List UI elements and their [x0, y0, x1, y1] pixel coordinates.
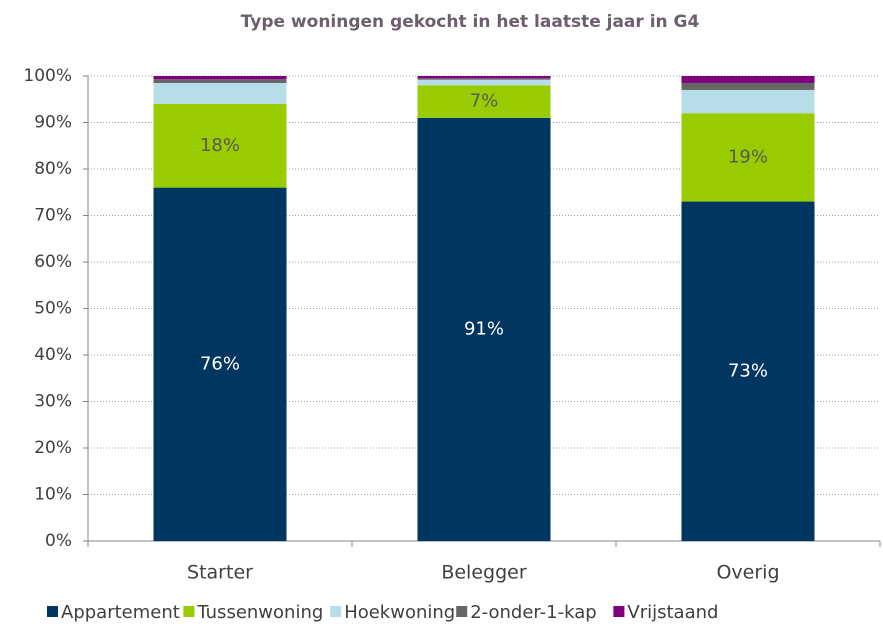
- y-tick-label: 40%: [34, 345, 72, 365]
- y-tick-label: 80%: [34, 159, 72, 179]
- y-tick-label: 20%: [34, 438, 72, 458]
- y-tick-label: 30%: [34, 392, 72, 412]
- bar-segment: [417, 78, 551, 80]
- legend-label: Hoekwoning: [344, 602, 455, 623]
- legend-swatch: [330, 606, 342, 617]
- bar-segment: [417, 117, 551, 541]
- data-label: 18%: [200, 135, 240, 156]
- data-label: 91%: [464, 318, 504, 339]
- legend-label: Vrijstaand: [627, 602, 718, 623]
- y-tick-label: 60%: [34, 252, 72, 272]
- y-tick-label: 100%: [23, 66, 72, 86]
- bar-segment: [153, 79, 287, 83]
- legend-swatch: [183, 606, 195, 617]
- legend-label: Appartement: [61, 602, 180, 623]
- y-tick-label: 70%: [34, 206, 72, 226]
- legend-swatch: [613, 606, 625, 617]
- data-label: 76%: [200, 353, 240, 374]
- bar-segment: [153, 103, 287, 188]
- data-label: 73%: [728, 360, 768, 381]
- bar-segment: [681, 89, 815, 114]
- bar-segment: [417, 85, 551, 118]
- data-label: 19%: [728, 146, 768, 167]
- y-tick-label: 0%: [45, 531, 72, 551]
- y-tick-label: 90%: [34, 113, 72, 133]
- chart-title: Type woningen gekocht in het laatste jaa…: [241, 12, 700, 32]
- x-tick-label: Overig: [716, 562, 779, 584]
- y-tick-label: 50%: [34, 299, 72, 319]
- bar-segment: [417, 79, 551, 86]
- x-tick-label: Belegger: [441, 562, 527, 584]
- bar-segment: [681, 113, 815, 202]
- bar-segment: [417, 76, 551, 79]
- y-tick-label: 10%: [34, 485, 72, 505]
- legend-swatch: [456, 606, 468, 617]
- bar-segment: [153, 76, 287, 80]
- data-label: 7%: [470, 91, 499, 112]
- bar-segment: [681, 82, 815, 90]
- legend-swatch: [47, 606, 58, 617]
- bar-segment: [153, 82, 287, 104]
- bar-segment: [681, 76, 815, 83]
- legend-label: 2-onder-1-kap: [470, 602, 596, 623]
- x-tick-label: Starter: [187, 562, 253, 584]
- legend-label: Tussenwoning: [196, 602, 323, 623]
- bar-segment: [681, 201, 815, 542]
- bar-segment: [153, 187, 287, 541]
